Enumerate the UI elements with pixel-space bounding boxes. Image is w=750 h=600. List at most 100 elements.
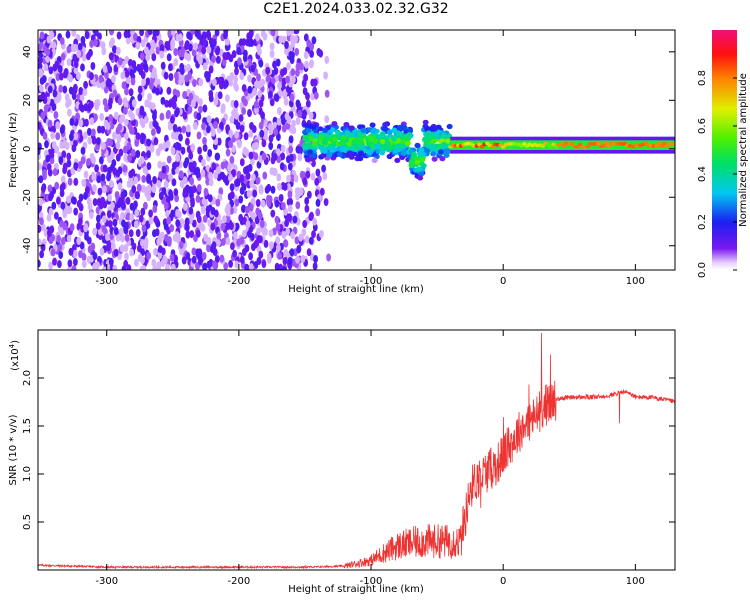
spectrogram-cell — [66, 58, 72, 67]
spectrogram-cell — [331, 137, 338, 143]
spectrogram-cell — [191, 99, 196, 108]
spectrogram-cell — [80, 36, 86, 44]
spectrogram-cell — [92, 252, 98, 261]
spectrogram-cell — [239, 174, 245, 183]
spectrogram-cell — [308, 236, 314, 245]
spectrogram-cell — [89, 39, 94, 48]
spectrogram-cell — [235, 121, 241, 130]
spectrogram-cell — [296, 244, 302, 253]
spectrogram-cell — [239, 255, 245, 264]
spectrogram-cell — [577, 142, 582, 147]
spectrogram-cell — [329, 147, 336, 153]
spectrogram-cell — [285, 227, 291, 236]
spectrogram-cell — [307, 149, 313, 155]
spectrogram-cell — [221, 237, 226, 246]
spectrogram-cell — [173, 188, 179, 197]
spectrogram-cell — [522, 142, 527, 146]
spectrogram-cell — [270, 185, 276, 194]
spectrogram-cell — [139, 30, 144, 37]
spectrogram-cell — [288, 145, 294, 154]
spectrogram-cell — [60, 237, 66, 245]
spectrogram-cell — [214, 255, 220, 264]
spectrogram-cell — [51, 201, 57, 210]
spectrogram-cell — [135, 191, 141, 200]
spectrogram-cell — [202, 143, 208, 152]
spectrogram-cell — [294, 47, 300, 56]
spectrogram-cell — [179, 49, 185, 58]
snr-axes: -300 -200 -100 0 100 0.5 1.0 1.5 2.0 — [22, 330, 675, 587]
spectrogram-cell — [118, 148, 124, 157]
spectrogram-cell — [176, 142, 182, 151]
spectrogram-cell — [425, 134, 432, 140]
spectrogram-cell — [223, 262, 229, 270]
spectrogram-cell — [212, 78, 217, 87]
spectrogram-cell — [62, 210, 68, 219]
spectrogram-cell — [311, 141, 318, 147]
spectrogram-cell — [247, 74, 252, 83]
spectrogram-cell — [105, 122, 111, 131]
spectrogram-cell — [297, 109, 303, 118]
bottom-x-tick-label: 100 — [626, 576, 645, 587]
spectrogram-cell — [218, 187, 224, 196]
spectrogram-cell — [386, 153, 393, 160]
spectrogram-cell — [134, 208, 140, 217]
spectrogram-cell — [313, 91, 319, 100]
spectrogram-cell — [198, 56, 203, 65]
spectrogram-cell — [250, 64, 256, 73]
spectrogram-cell — [52, 257, 57, 266]
spectrogram-cell — [236, 47, 242, 55]
spectrogram-cell — [357, 150, 364, 156]
spectrogram-cell — [235, 178, 241, 187]
spectrogram-cell — [228, 173, 233, 182]
spectrogram-cell — [281, 117, 286, 126]
spectrogram-cell — [414, 159, 421, 165]
spectrogram-cell — [237, 140, 242, 149]
spectrogram-cell — [294, 30, 300, 35]
spectrogram-cell — [165, 209, 170, 218]
spectrogram-cell — [275, 148, 281, 157]
spectrogram-cell — [100, 81, 105, 90]
spectrogram-cell — [140, 71, 146, 79]
spectrogram-cell — [303, 51, 309, 60]
colorbar-tick-label: 0.6 — [697, 118, 708, 134]
bottom-y-tick-label: 0.5 — [22, 514, 33, 530]
spectrogram-cell — [78, 119, 84, 127]
spectrogram-cell — [252, 87, 258, 96]
spectrogram-cell — [164, 201, 169, 210]
spectrogram-cell — [65, 100, 70, 109]
spectrogram-cell — [97, 187, 103, 196]
spectrogram-cell — [309, 49, 314, 58]
spectrogram-cell — [140, 39, 146, 48]
spectrogram-cell — [86, 127, 92, 136]
spectrogram-cell — [365, 141, 372, 147]
spectrogram-cell — [263, 127, 268, 136]
spectrogram-cell — [122, 164, 128, 173]
spectrogram-cell — [255, 33, 260, 42]
spectrogram-cell — [139, 265, 145, 270]
spectrogram-cell — [248, 252, 254, 261]
spectrogram-cell — [111, 75, 116, 83]
spectrogram-cell — [146, 162, 152, 171]
spectrogram-cell — [208, 178, 214, 187]
top-y-tick-label: -20 — [22, 189, 33, 205]
spectrogram-cell — [206, 30, 211, 39]
spectrogram-cell — [219, 76, 225, 85]
spectrogram-cell — [118, 227, 124, 236]
spectrogram-cell — [100, 125, 106, 134]
spectrogram-cell — [152, 30, 158, 38]
spectrogram-cell — [131, 99, 137, 107]
spectrogram-cell — [188, 151, 194, 160]
spectrogram-cell — [50, 131, 56, 140]
spectrogram-cell — [585, 144, 590, 149]
spectrogram-cell — [305, 127, 312, 133]
spectrogram-cell — [195, 229, 201, 238]
spectrogram-cell — [171, 131, 176, 140]
spectrogram-cell — [51, 141, 57, 150]
spectrogram-cell — [279, 162, 285, 171]
spectrogram-cell — [94, 164, 99, 173]
spectrogram-cell — [211, 55, 217, 64]
spectrogram-cell — [276, 173, 282, 182]
spectrogram-cell — [200, 206, 206, 214]
spectrogram-cell — [285, 75, 290, 84]
